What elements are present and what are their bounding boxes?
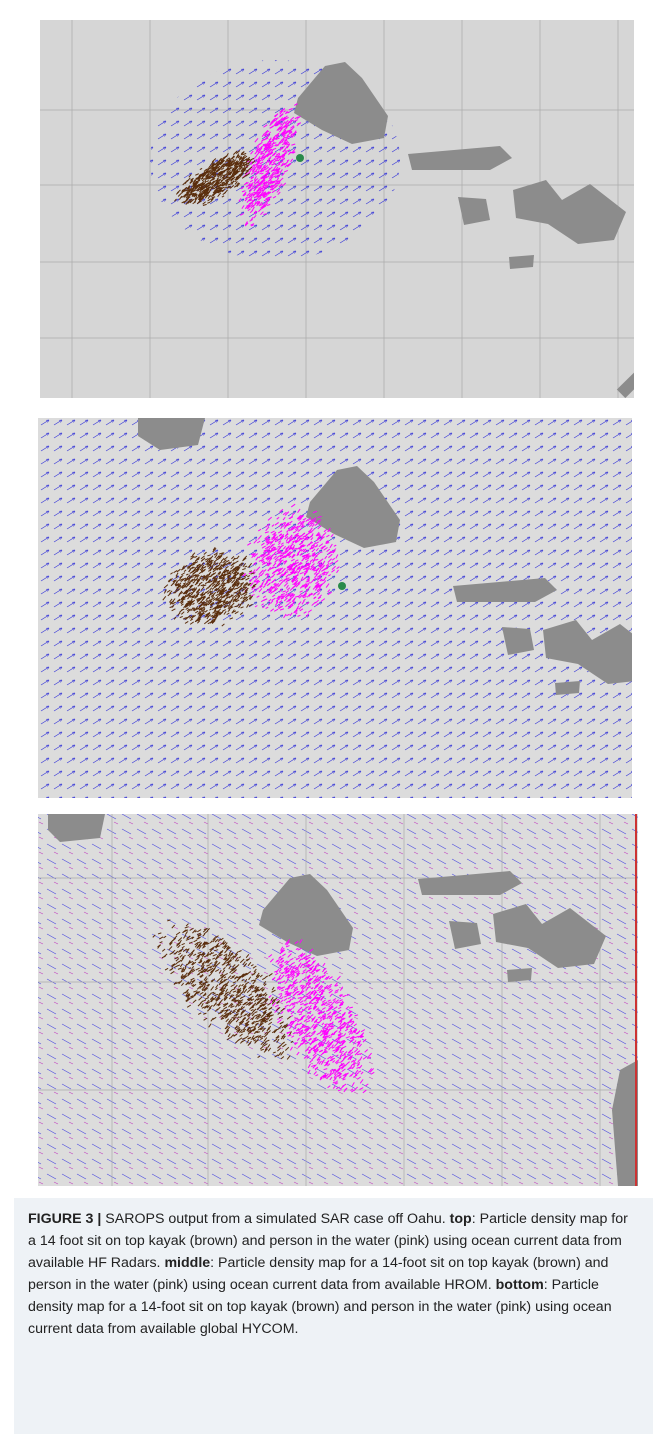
- caption-intro: SAROPS output from a simulated SAR case …: [105, 1211, 445, 1227]
- figure-label: FIGURE 3 |: [28, 1211, 101, 1227]
- panel-label: bottom: [496, 1277, 544, 1293]
- map-middle: [38, 418, 656, 798]
- panel-label: top: [450, 1211, 472, 1227]
- figure-panels: [0, 0, 667, 1195]
- figure-caption: FIGURE 3 | SAROPS output from a simulate…: [14, 1198, 653, 1434]
- panel-label: middle: [164, 1255, 210, 1271]
- map-bottom: [38, 814, 638, 1186]
- page: {"figure": {"label": "FIGURE 3 |", "intr…: [0, 0, 667, 1452]
- map-top: [40, 20, 644, 399]
